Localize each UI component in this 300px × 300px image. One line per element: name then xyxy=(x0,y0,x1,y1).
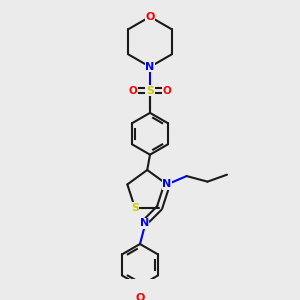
Text: O: O xyxy=(162,85,171,96)
Text: N: N xyxy=(140,218,149,228)
Text: O: O xyxy=(129,85,138,96)
Text: N: N xyxy=(163,179,172,189)
Text: O: O xyxy=(145,12,155,22)
Text: S: S xyxy=(131,203,139,213)
Text: O: O xyxy=(135,293,145,300)
Text: S: S xyxy=(146,85,154,96)
Text: N: N xyxy=(146,62,154,72)
